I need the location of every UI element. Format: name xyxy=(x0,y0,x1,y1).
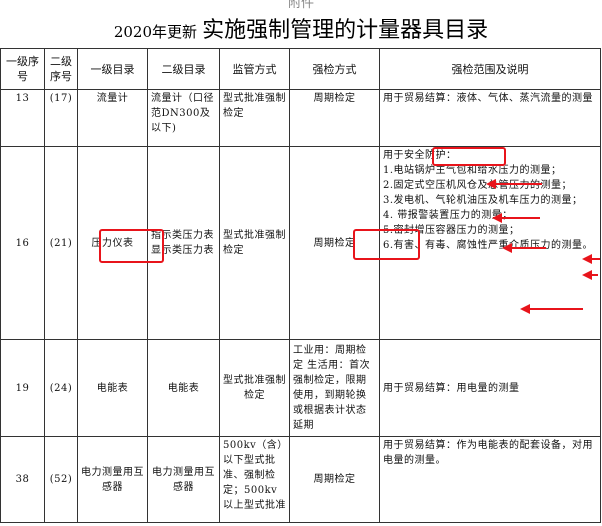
cell: 13 xyxy=(0,89,45,147)
cell: 压力仪表 xyxy=(77,146,148,340)
cell: (21) xyxy=(44,146,78,340)
cell: 周期检定 xyxy=(289,436,380,523)
cell: 型式批准强制检定 xyxy=(219,89,290,147)
cell: (24) xyxy=(44,339,78,437)
arrow-icon xyxy=(582,254,600,264)
cell: 电能表 xyxy=(147,339,220,437)
cell: 16 xyxy=(0,146,45,340)
arrow-icon xyxy=(502,243,546,253)
title-main: 实施强制管理的计量器具目录 xyxy=(202,18,489,43)
arrow-icon xyxy=(486,179,542,189)
cell: 流量计（口径范DN300及以下) xyxy=(147,89,220,147)
cell: 19 xyxy=(0,339,45,437)
cell: 用于贸易结算：液体、气体、蒸汽流量的测量 xyxy=(379,89,601,147)
cell: (52) xyxy=(44,436,78,523)
title-year: 2020年更新 xyxy=(113,23,198,41)
cell: 用于贸易结算：用电量的测量 xyxy=(379,339,601,437)
col-header: 强检方式 xyxy=(289,48,380,90)
highlight-box-periodic xyxy=(353,229,420,260)
arrow-icon xyxy=(520,304,583,314)
page-title: 2020年更新 实施强制管理的计量器具目录 xyxy=(0,12,602,44)
cell: 38 xyxy=(0,436,45,523)
cell: 型式批准强制检定 xyxy=(219,146,290,340)
col-header: 二级序号 xyxy=(44,48,78,90)
cell: 电力测量用互感器 xyxy=(77,436,148,523)
arrow-icon xyxy=(492,213,540,223)
scope-line: 1.电站锅炉主气包和给水压力的测量； xyxy=(383,165,562,176)
scope-line: 2.固定式空压机风仓及总管压力的测量； xyxy=(383,180,573,191)
col-header: 监管方式 xyxy=(219,48,290,90)
scope-line: 4. 带报警装置压力的测量； xyxy=(383,210,513,221)
cell: 500kv（含）以下型式批准、强制检定；500kv 以上型式批准 xyxy=(219,436,290,523)
highlight-box-pressure-gauge xyxy=(99,229,164,263)
cell: 电力测量用互感器 xyxy=(147,436,220,523)
table-row: 16 (21) 压力仪表 指示类压力表显示类压力表 型式批准强制检定 周期检定 … xyxy=(0,146,601,340)
col-header: 二级目录 xyxy=(147,48,220,90)
cell: 用于贸易结算：作为电能表的配套设备，对用电量的测量。 xyxy=(379,436,601,523)
cell: 指示类压力表显示类压力表 xyxy=(147,146,220,340)
col-header: 强检范围及说明 xyxy=(379,48,601,90)
cell: (17) xyxy=(44,89,78,147)
scope-line: 用于安全防护： xyxy=(383,150,457,161)
scope-line: 3.发电机、气轮机油压及机车压力的测量； xyxy=(383,195,583,206)
highlight-box-safety xyxy=(432,147,506,166)
cell-scope: 用于安全防护： 1.电站锅炉主气包和给水压力的测量； 2.固定式空压机风仓及总管… xyxy=(379,146,601,340)
cell: 周期检定 xyxy=(289,89,380,147)
cell: 电能表 xyxy=(77,339,148,437)
cell: 流量计 xyxy=(77,89,148,147)
scope-line: 5.密封增压容器压力的测量； xyxy=(383,225,520,236)
col-header: 一级目录 xyxy=(77,48,148,90)
table-row: 38 (52) 电力测量用互感器 电力测量用互感器 500kv（含）以下型式批准… xyxy=(0,436,601,523)
table-header: 一级序号 二级序号 一级目录 二级目录 监管方式 强检方式 强检范围及说明 xyxy=(0,48,601,90)
scope-line: 6.有害、有毒、腐蚀性严重介质压力的测量。 xyxy=(383,240,594,251)
table-row: 19 (24) 电能表 电能表 型式批准强制检定 工业用：周期检定 生活用：首次… xyxy=(0,339,601,437)
arrow-icon xyxy=(582,270,598,280)
cell: 型式批准强制检定 xyxy=(219,339,290,437)
col-header: 一级序号 xyxy=(0,48,45,90)
attachment-label: 附件 xyxy=(287,0,314,11)
catalog-table: 一级序号 二级序号 一级目录 二级目录 监管方式 强检方式 强检范围及说明 13… xyxy=(0,48,601,523)
cell: 工业用：周期检定 生活用：首次强制检定，限期使用，到期轮换或根据表计状态延期 xyxy=(289,339,380,437)
table-row: 13 (17) 流量计 流量计（口径范DN300及以下) 型式批准强制检定 周期… xyxy=(0,89,601,147)
